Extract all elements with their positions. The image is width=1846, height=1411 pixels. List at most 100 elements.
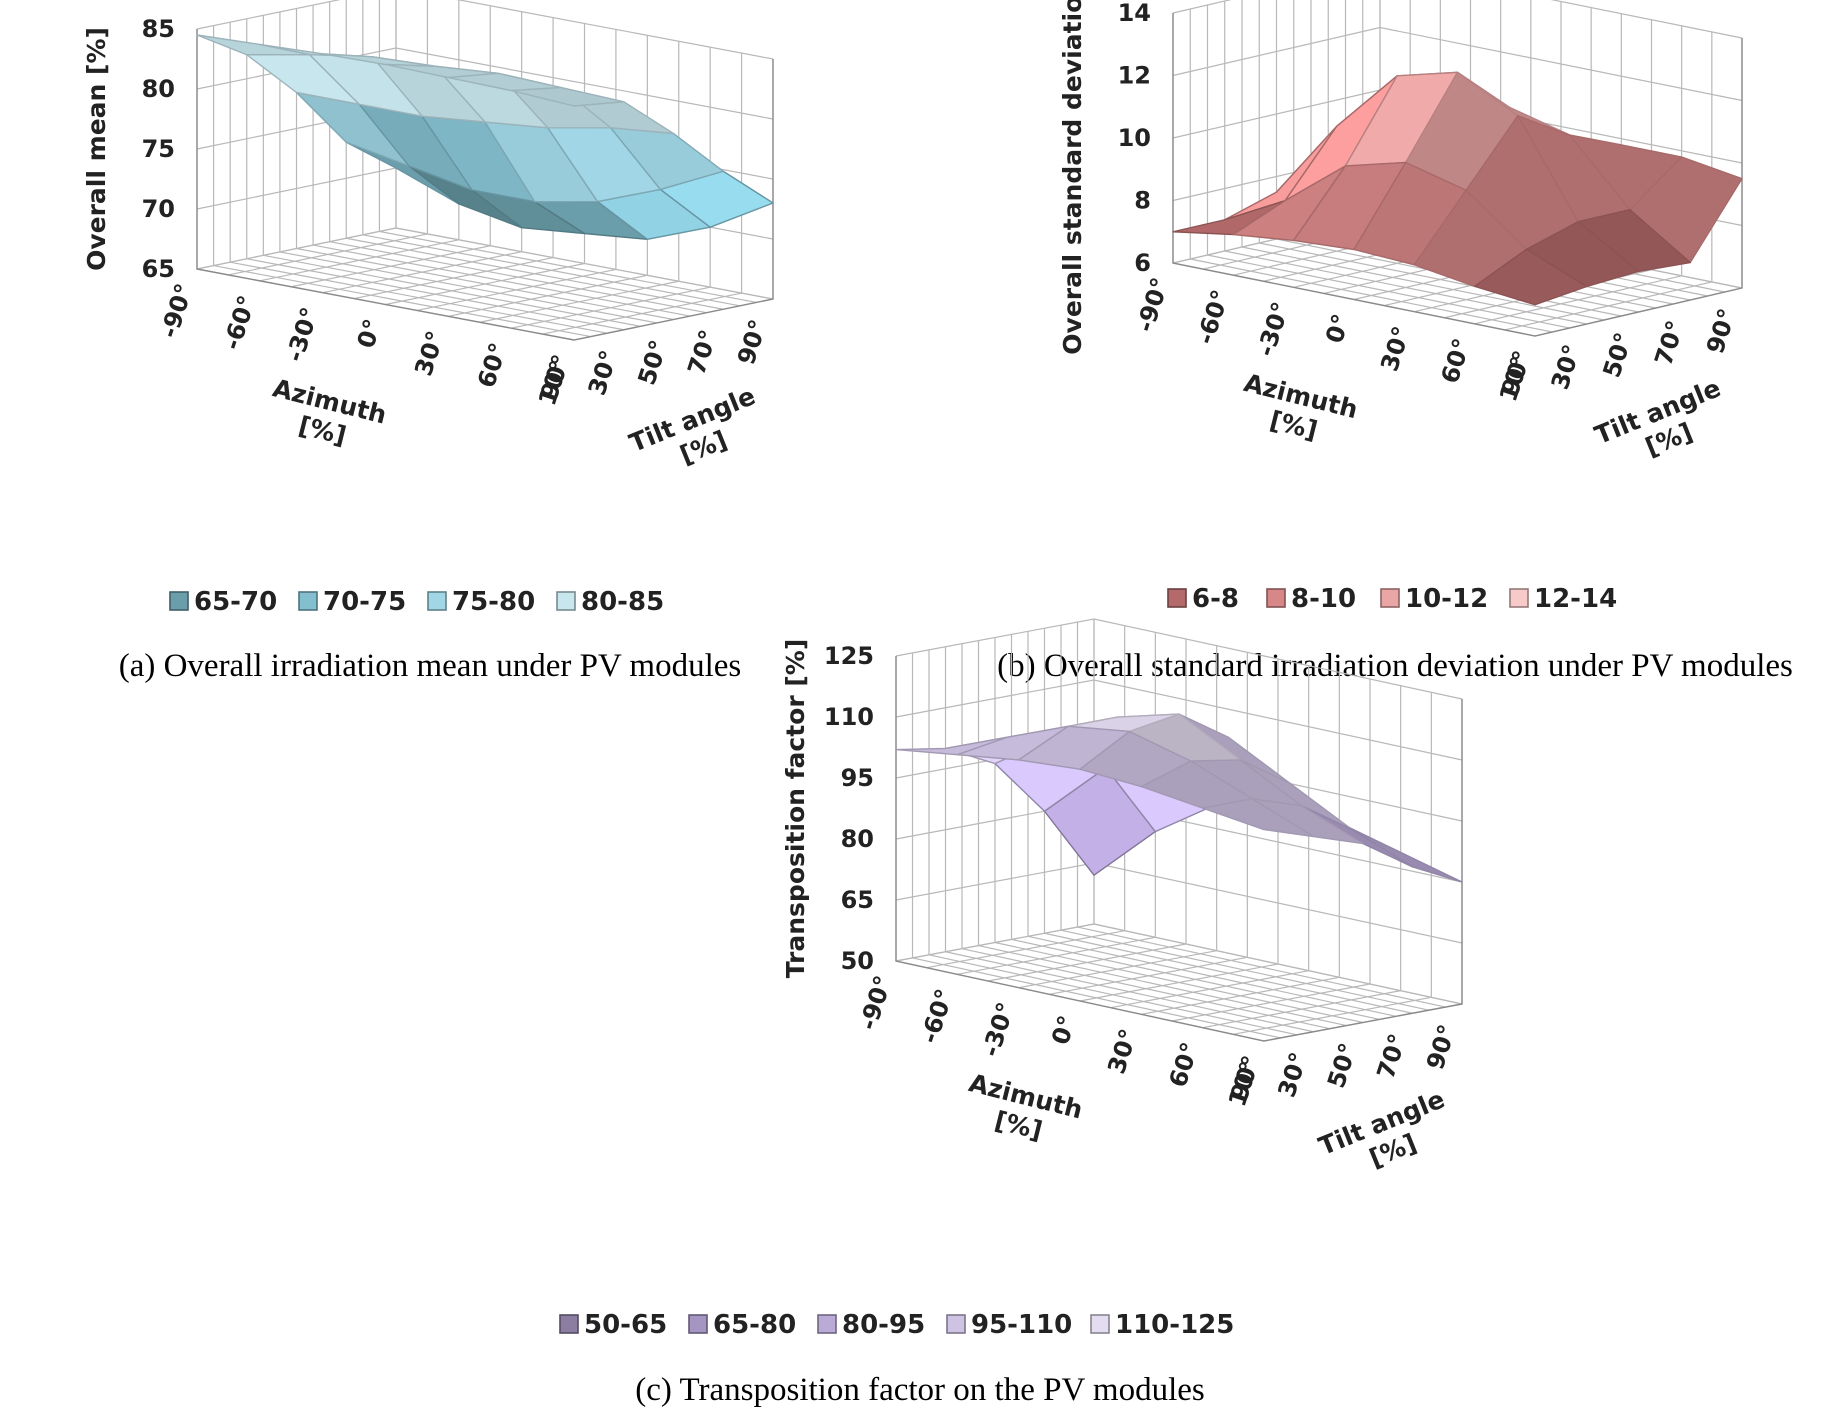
chart-caption: (c) Transposition factor on the PV modul… — [635, 1372, 1205, 1408]
x-axis-title: Azimuth[%] — [1241, 368, 1361, 445]
legend-item: 8-10 — [1266, 584, 1356, 614]
z-tick-label: 65 — [841, 886, 874, 914]
legend-item: 95-110 — [946, 1310, 1072, 1340]
legend-item: 65-70 — [169, 587, 277, 617]
chart-b-surface — [1172, 71, 1743, 306]
y-tick-label: 10° — [1223, 1058, 1264, 1110]
legend-swatch — [1167, 588, 1187, 608]
surface-cell — [1201, 798, 1315, 838]
x-tick-label: -90° — [1131, 274, 1175, 335]
x-tick-label: -30° — [281, 304, 325, 365]
z-tick-label: 14 — [1118, 0, 1151, 27]
legend-swatch — [946, 1314, 966, 1334]
chart-c-legend: 50-65 65-80 80-95 95-110 110-125 — [559, 1310, 1234, 1340]
legend-item: 10-12 — [1380, 584, 1488, 614]
x-tick-label: -30° — [977, 999, 1021, 1060]
chart-a-x-ticks: -90° -60° -30° 0° 30° 60° 90° — [155, 280, 576, 403]
z-tick-label: 12 — [1118, 62, 1151, 90]
y-tick-label: 10° — [1494, 353, 1535, 405]
x-tick-label: 30° — [409, 328, 450, 380]
x-tick-label: 0° — [352, 316, 387, 352]
chart-b-legend: 6-8 8-10 10-12 12-14 — [1167, 584, 1617, 614]
legend-label: 10-12 — [1405, 584, 1488, 614]
legend-label: 6-8 — [1192, 584, 1239, 614]
chart-panel-b: 6 8 10 12 14 -90° -60° -30° 0° 30° 60° 90° 10° 30° 50°… — [997, 0, 1793, 684]
y-tick-label: 70° — [682, 326, 723, 378]
x-tick-label: 60° — [1436, 335, 1477, 387]
z-tick-label: 10 — [1118, 124, 1151, 152]
legend-swatch — [1509, 588, 1529, 608]
z-tick-label: 80 — [142, 75, 175, 103]
chart-a-legend: 65-70 70-75 75-80 80-85 — [169, 587, 664, 617]
y-tick-label: 30° — [1546, 341, 1587, 393]
y-tick-label: 70° — [1649, 317, 1690, 369]
x-tick-label: -60° — [1191, 286, 1235, 347]
legend-item: 6-8 — [1167, 584, 1239, 614]
surface-cell — [510, 86, 625, 107]
surface-cell — [1350, 828, 1463, 883]
legend-swatch — [427, 591, 447, 611]
x-tick-label: 60° — [472, 339, 513, 391]
y-axis-title: Tilt angle[%] — [1315, 1084, 1449, 1173]
x-tick-label: 0° — [1320, 311, 1355, 347]
legend-label: 80-85 — [581, 587, 664, 617]
chart-b-z-ticks: 6 8 10 12 14 — [1118, 0, 1151, 277]
x-tick-label: 60° — [1164, 1039, 1205, 1091]
legend-swatch — [556, 591, 576, 611]
z-tick-label: 70 — [142, 195, 175, 223]
chart-c-z-ticks: 50 65 80 95 110 125 — [824, 642, 874, 975]
legend-label: 12-14 — [1534, 584, 1617, 614]
legend-item: 70-75 — [298, 587, 406, 617]
legend-label: 110-125 — [1115, 1310, 1234, 1340]
legend-label: 95-110 — [971, 1310, 1072, 1340]
chart-caption: (b) Overall standard irradiation deviati… — [997, 648, 1793, 684]
legend-swatch — [298, 591, 318, 611]
z-axis-title: Overall standard deviation [%] — [1058, 0, 1087, 355]
x-tick-label: -60° — [915, 986, 959, 1047]
legend-label: 65-80 — [713, 1310, 796, 1340]
legend-label: 50-65 — [584, 1310, 667, 1340]
surface-cell — [1473, 248, 1588, 306]
chart-c-surface — [895, 713, 1463, 883]
legend-label: 70-75 — [323, 587, 406, 617]
z-tick-label: 65 — [142, 255, 175, 283]
z-axis-title: Overall mean [%] — [82, 27, 111, 271]
chart-c-gridlines — [895, 618, 1463, 1042]
y-tick-label: 90° — [1421, 1021, 1462, 1073]
z-tick-label: 75 — [142, 135, 175, 163]
legend-item: 80-95 — [817, 1310, 925, 1340]
chart-caption: (a) Overall irradiation mean under PV mo… — [119, 648, 742, 684]
legend-label: 80-95 — [842, 1310, 925, 1340]
y-axis-title: Tilt angle[%] — [1591, 373, 1725, 462]
legend-label: 8-10 — [1291, 584, 1356, 614]
legend-swatch — [817, 1314, 837, 1334]
x-axis-title: Azimuth[%] — [270, 373, 390, 450]
legend-item: 50-65 — [559, 1310, 667, 1340]
z-tick-label: 125 — [824, 642, 874, 670]
legend-swatch — [1266, 588, 1286, 608]
chart-a-surface — [196, 34, 774, 241]
legend-swatch — [1090, 1314, 1110, 1334]
z-tick-label: 85 — [142, 15, 175, 43]
legend-item: 80-85 — [556, 587, 664, 617]
z-tick-label: 8 — [1134, 187, 1151, 215]
x-tick-label: -30° — [1252, 299, 1296, 360]
z-tick-label: 6 — [1134, 249, 1151, 277]
legend-item: 75-80 — [427, 587, 535, 617]
y-tick-label: 90° — [732, 316, 773, 368]
chart-a-z-ticks: 65 70 75 80 85 — [142, 15, 175, 283]
x-tick-label: -60° — [218, 292, 262, 353]
legend-swatch — [169, 591, 189, 611]
x-axis-title: Azimuth[%] — [966, 1068, 1086, 1145]
chart-b-x-ticks: -90° -60° -30° 0° 30° 60° 90° — [1131, 274, 1537, 399]
legend-label: 65-70 — [194, 587, 277, 617]
x-tick-label: -90° — [155, 280, 199, 341]
z-tick-label: 95 — [841, 764, 874, 792]
x-tick-label: 30° — [1102, 1026, 1143, 1078]
chart-panel-c: 50 65 80 95 110 125 -90° -60° -30° 0° 30° 60° 90° 10°… — [559, 618, 1463, 1408]
x-tick-label: -90° — [854, 972, 898, 1033]
legend-item: 12-14 — [1509, 584, 1617, 614]
z-tick-label: 50 — [841, 947, 874, 975]
